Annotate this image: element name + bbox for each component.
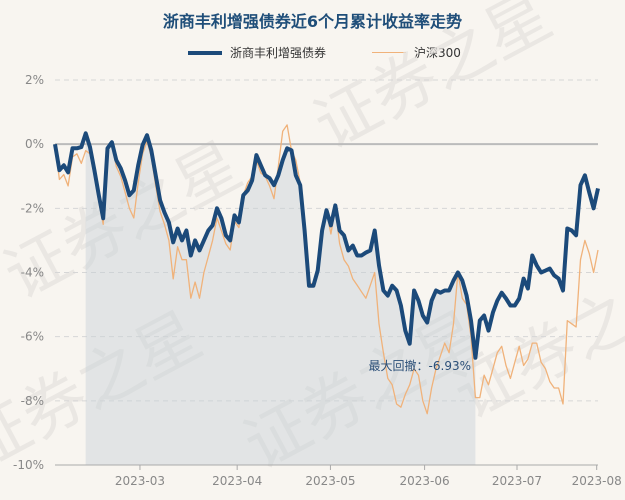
x-tick-label: 2023-06 — [400, 474, 450, 488]
grid: 2% 0% -2% -4% -6% -8% -10% — [13, 73, 598, 472]
y-tick-label: -10% — [13, 458, 44, 472]
x-tick-label: 2023-08 — [572, 474, 622, 488]
y-tick-label: -6% — [21, 330, 44, 344]
x-tick-label: 2023-07 — [492, 474, 542, 488]
legend-item-fund[interactable]: 浙商丰利增强债券 — [188, 44, 326, 61]
legend-swatch-hs300 — [372, 52, 406, 53]
y-tick-label: -8% — [21, 394, 44, 408]
max-drawdown-label: 最大回撤：-6.93% — [369, 358, 471, 373]
y-tick-label: 0% — [25, 137, 44, 151]
chart-title: 浙商丰利增强债券近6个月累计收益率走势 — [162, 12, 463, 31]
legend-label-fund: 浙商丰利增强债券 — [230, 46, 327, 60]
x-tick-label: 2023-04 — [212, 474, 262, 488]
series-lines — [53, 124, 600, 415]
fund-line — [53, 131, 600, 360]
max-drawdown-area — [85, 133, 476, 465]
y-tick-label: 2% — [25, 73, 44, 87]
drawdown-shade — [85, 133, 476, 465]
y-tick-label: -4% — [21, 266, 44, 280]
x-tick-label: 2023-03 — [115, 474, 165, 488]
x-tick-label: 2023-05 — [305, 474, 355, 488]
legend-swatch-fund — [188, 50, 222, 55]
y-tick-label: -2% — [21, 201, 44, 215]
watermark-text: 证券之星 — [303, 0, 564, 164]
legend-label-hs300: 沪深300 — [414, 46, 461, 60]
legend-item-hs300[interactable]: 沪深300 — [372, 44, 461, 61]
axes: 2023-03 2023-04 2023-05 2023-06 2023-07 2023-… — [55, 464, 622, 488]
